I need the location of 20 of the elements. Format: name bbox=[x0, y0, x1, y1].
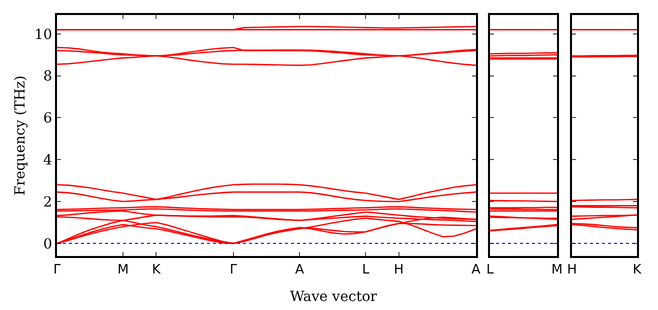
x-axis-title: Wave vector bbox=[290, 289, 378, 305]
x-tick-label: L bbox=[486, 262, 494, 278]
y-axis-title: Frequency (THz) bbox=[12, 75, 28, 196]
y-tick-label: 8 bbox=[43, 68, 52, 85]
x-tick-label: H bbox=[567, 262, 577, 278]
y-tick-label: 2 bbox=[43, 194, 52, 210]
x-tick-label: M bbox=[118, 262, 129, 278]
x-tick-label: M bbox=[551, 262, 563, 278]
y-tick-label: 0 bbox=[43, 236, 52, 252]
x-tick-label: K bbox=[152, 262, 161, 278]
y-tick-label: 6 bbox=[43, 110, 52, 127]
y-tick-label: 4 bbox=[43, 152, 52, 168]
x-tick-label: L bbox=[362, 262, 370, 278]
y-tick-label: 10 bbox=[34, 26, 52, 43]
x-tick-label: A bbox=[472, 262, 481, 278]
x-tick-label: A bbox=[295, 262, 304, 278]
x-tick-label: Γ bbox=[230, 262, 238, 278]
x-tick-label: Γ bbox=[53, 262, 62, 278]
x-tick-label: H bbox=[394, 262, 404, 278]
x-tick-label: K bbox=[632, 262, 642, 278]
